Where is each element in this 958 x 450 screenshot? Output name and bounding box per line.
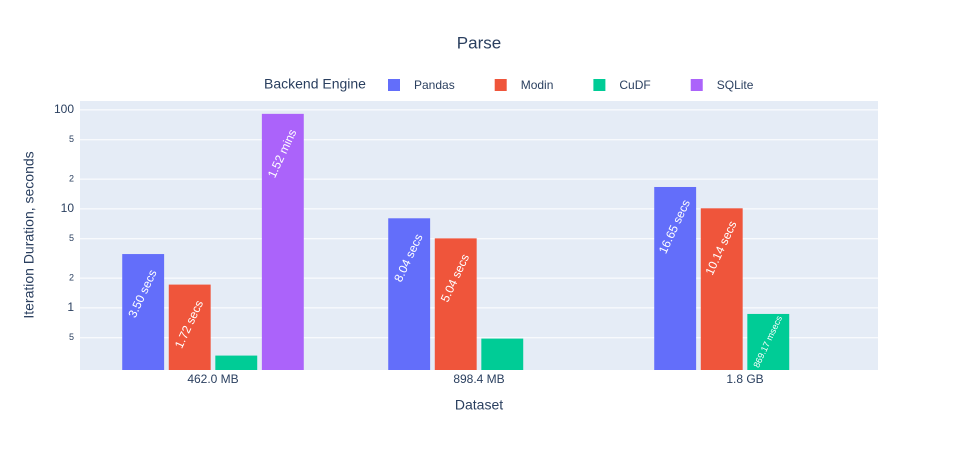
y-tick-label: 1 — [67, 300, 74, 314]
y-tick-label: 5 — [69, 233, 74, 243]
legend-swatch — [593, 79, 606, 91]
bar — [434, 238, 477, 370]
legend-label: CuDF — [619, 78, 650, 92]
bar — [261, 113, 304, 370]
legend-label: Pandas — [414, 78, 455, 92]
bar — [388, 218, 431, 370]
legend-title: Backend Engine — [264, 76, 366, 92]
y-tick-label: 10 — [61, 201, 75, 215]
x-tick-label: 462.0 MB — [187, 372, 238, 386]
plot-area — [80, 101, 878, 370]
legend-swatch — [388, 79, 400, 91]
y-tick-label: 100 — [54, 102, 74, 116]
y-tick-label: 5 — [69, 332, 74, 342]
y-tick-label: 2 — [69, 173, 74, 183]
bar — [654, 186, 697, 370]
legend-label: Modin — [521, 78, 554, 92]
y-axis-title: Iteration Duration, seconds — [21, 151, 37, 318]
bar — [747, 313, 790, 370]
bar — [122, 254, 165, 370]
chart-title: Parse — [457, 33, 501, 52]
bar — [215, 355, 258, 370]
legend-swatch — [494, 79, 507, 91]
bar — [700, 208, 743, 370]
bar — [481, 338, 524, 370]
x-tick-label: 898.4 MB — [453, 372, 504, 386]
y-tick-label: 2 — [69, 272, 74, 282]
x-axis-title: Dataset — [455, 397, 503, 413]
legend-swatch — [690, 79, 703, 91]
bar — [168, 284, 211, 370]
x-tick-label: 1.8 GB — [726, 372, 763, 386]
y-tick-label: 5 — [69, 134, 74, 144]
legend-label: SQLite — [717, 78, 754, 92]
